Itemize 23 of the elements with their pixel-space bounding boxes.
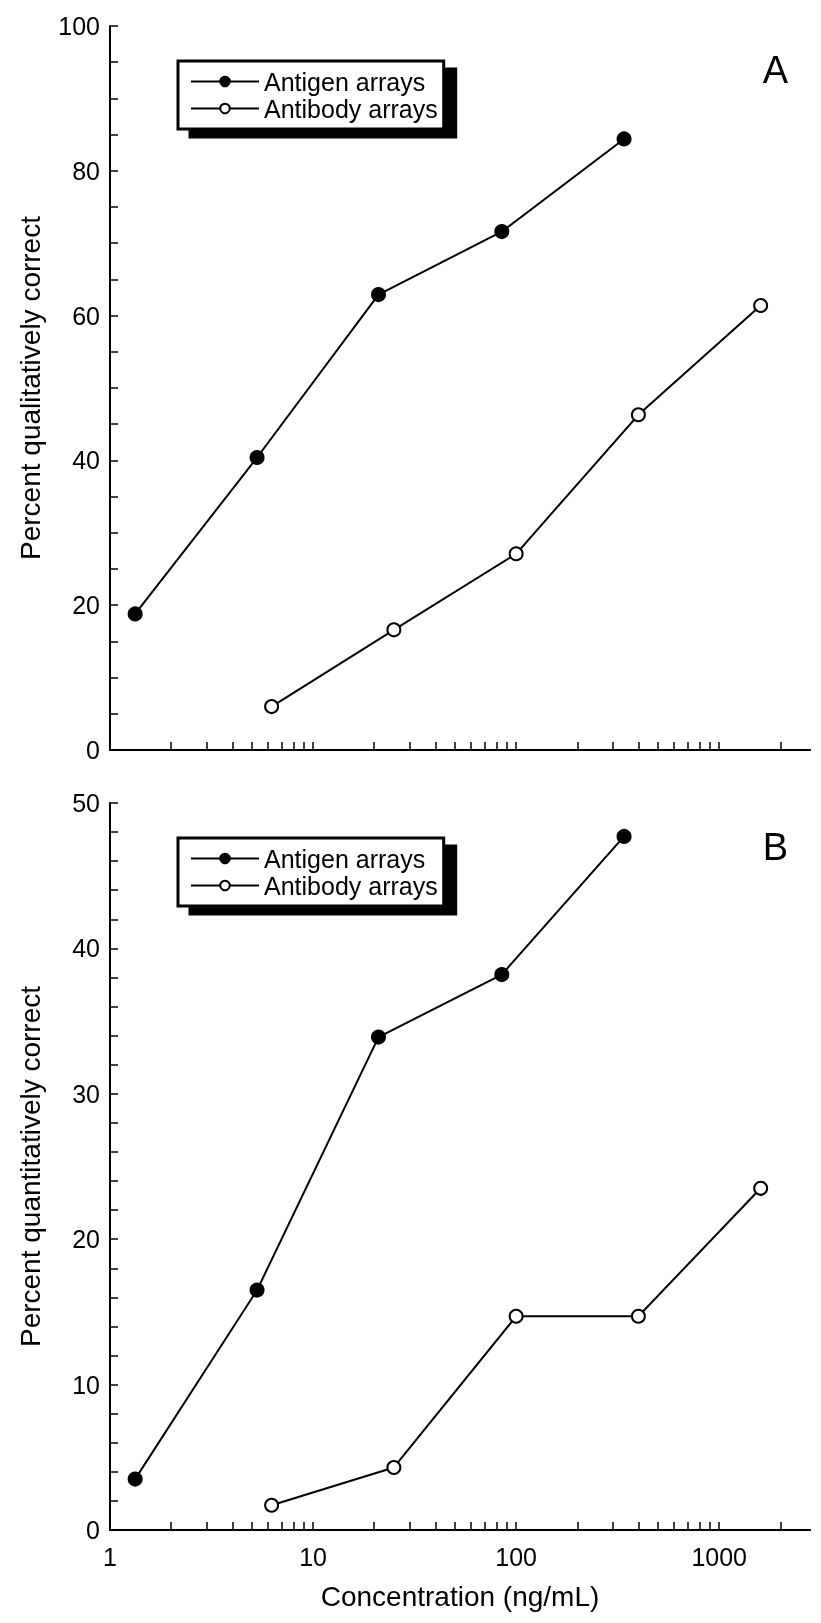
- x-tick-label: 100: [495, 1542, 537, 1571]
- y-tick-label: 0: [86, 736, 100, 764]
- x-tick-label: 1: [103, 1542, 117, 1571]
- y-tick-label: 80: [72, 156, 100, 185]
- y-tick-label: 40: [72, 446, 100, 475]
- y-tick-label: 60: [72, 301, 100, 330]
- y-tick-label: 10: [72, 1370, 100, 1399]
- x-axis-title: Concentration (ng/mL): [320, 1580, 600, 1612]
- y-axis-title: Percent qualitatively correct: [14, 215, 46, 560]
- y-axis-title: Percent quantitatively correct: [14, 985, 46, 1348]
- y-tick-label: 100: [58, 12, 100, 40]
- y-tick-label: 50: [72, 789, 100, 817]
- y-tick-label: 0: [86, 1516, 100, 1544]
- y-tick-label: 20: [72, 1225, 100, 1254]
- x-tick-label: 10: [299, 1542, 327, 1571]
- x-tick-label: 1000: [691, 1542, 748, 1571]
- y-tick-label: 20: [72, 591, 100, 620]
- annotation: A: [762, 49, 789, 91]
- legend-label: Antigen arrays: [264, 67, 426, 96]
- y-tick-label: 30: [72, 1079, 100, 1108]
- annotation: B: [762, 826, 789, 868]
- y-tick-label: 40: [72, 934, 100, 963]
- legend-label: Antigen arrays: [264, 844, 426, 873]
